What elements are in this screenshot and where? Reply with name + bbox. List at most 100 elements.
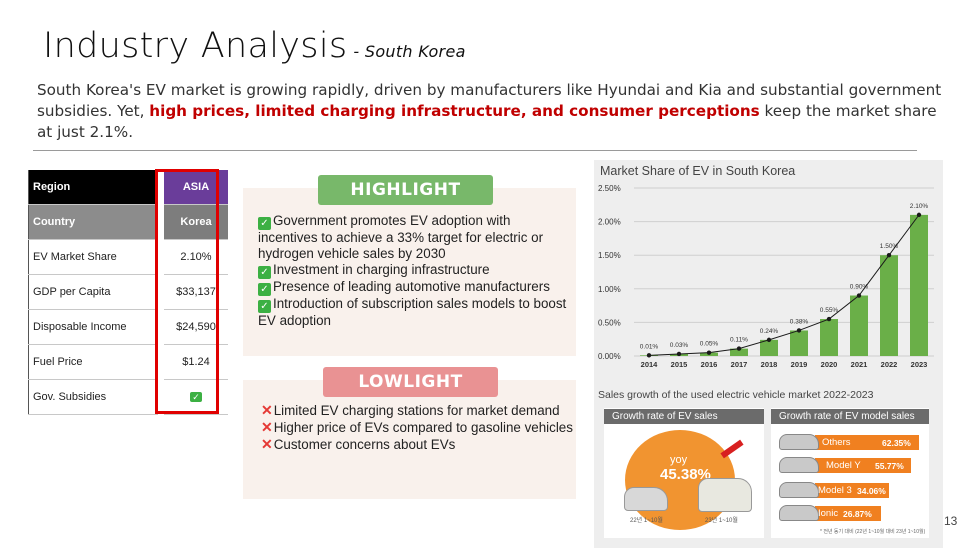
caption-right: 23년 1~10월 (705, 518, 738, 524)
check-icon: ✓ (258, 283, 271, 297)
data-label: 0.11% (730, 337, 748, 344)
lowlight-list: ✕Limited EV charging stations for market… (261, 402, 573, 454)
list-item: ✕Higher price of EVs compared to gasolin… (261, 419, 573, 436)
x-tick-label: 2021 (851, 360, 868, 369)
highlight-list: ✓ Government promotes EV adoption with in… (258, 213, 568, 330)
trend-point (646, 353, 652, 358)
sales-title: Sales growth of the used electric vehicl… (598, 389, 874, 401)
item-text: Presence of leading automotive manufactu… (273, 279, 550, 295)
title-text: Industry Analysis (43, 26, 348, 66)
model-bar (815, 458, 911, 473)
bar (760, 339, 778, 356)
caption-left: 22년 1~10월 (630, 518, 663, 524)
bar (730, 348, 748, 356)
cross-icon: ✕ (261, 419, 273, 436)
footnote: * 전년 동기 대비 (22년 1~10월 대비 23년 1~10월) (820, 529, 926, 535)
x-tick-label: 2022 (881, 360, 898, 369)
intro-text: South Korea's EV market is growing rapid… (37, 81, 942, 120)
item-text: Higher price of EVs compared to gasoline… (273, 420, 573, 436)
model-value: 26.87% (843, 509, 872, 519)
model-bar (815, 506, 881, 521)
trend-point (676, 351, 682, 357)
market-share-chart: 0.00% 0.50% 1.00% 1.50% 2.00% 2.50% 0.01% 2014 0… (598, 184, 934, 369)
x-tick-label: 2017 (731, 360, 748, 369)
y-tick-label: 1.00% (598, 285, 621, 294)
model-name: Model 3 (818, 485, 852, 496)
model-name: Others (822, 437, 851, 448)
trend-point (916, 212, 922, 218)
model-name: Ionic (818, 508, 839, 519)
chart-title: Market Share of EV in South Korea (600, 164, 796, 178)
intro-highlight: high prices, limited charging infrastruc… (149, 102, 760, 120)
item-text: Government promotes EV adoption with inc… (258, 213, 544, 262)
divider (33, 150, 917, 151)
model-bar (815, 483, 889, 498)
x-tick-label: 2016 (701, 360, 718, 369)
trend-point (856, 293, 862, 298)
x-tick-label: 2019 (791, 360, 808, 369)
list-item: ✓ Government promotes EV adoption with in… (258, 213, 568, 262)
data-label: 1.50% (880, 243, 899, 250)
country-table: Region ASIA Country Korea EV Market Share 2… (28, 170, 228, 415)
table-key: Gov. Subsidies (28, 379, 158, 415)
bar (820, 319, 838, 356)
list-item: ✓ Investment in charging infrastructure (258, 262, 568, 280)
trend-point (766, 337, 772, 343)
model-name: Model Y (826, 460, 861, 471)
y-tick-label: 0.50% (598, 318, 621, 327)
intro-paragraph: South Korea's EV market is growing rapid… (37, 80, 947, 143)
y-tick-label: 2.50% (598, 184, 621, 193)
model-value: 62.35% (882, 438, 911, 448)
data-label: 0.03% (670, 342, 689, 349)
y-tick-label: 2.00% (598, 218, 621, 227)
bar (910, 214, 928, 356)
intro-text-end: keep the market share at just 2.1%. (37, 102, 937, 141)
highlight-panel (243, 188, 576, 356)
data-label: 0.24% (760, 328, 779, 335)
x-tick-label: 2020 (821, 360, 838, 369)
trend-line (648, 214, 920, 356)
y-tick-label: 1.50% (598, 251, 621, 260)
check-icon: ✓ (258, 217, 271, 230)
table-key: EV Market Share (28, 239, 158, 275)
highlight-label: HIGHLIGHT (318, 175, 493, 205)
growth-box-header: Growth rate of EV sales (604, 409, 764, 424)
car-icon (779, 505, 819, 521)
x-tick-label: 2014 (641, 360, 659, 369)
data-label: 0.90% (850, 284, 869, 291)
trend-point (706, 350, 712, 355)
page-title: Industry Analysis - South Korea (43, 26, 466, 66)
check-icon: ✓ (258, 300, 271, 314)
car-icon (779, 434, 819, 450)
table-key: Country (28, 204, 158, 240)
bar (880, 255, 898, 356)
car-icon (698, 478, 752, 512)
car-icon (624, 487, 668, 511)
model-bar (815, 435, 919, 450)
list-item: ✓ Presence of leading automotive manufact… (258, 279, 568, 297)
model-value: 55.77% (875, 461, 904, 471)
item-text: Investment in charging infrastructure (273, 262, 490, 278)
table-key: Fuel Price (28, 344, 158, 380)
lowlight-label: LOWLIGHT (323, 367, 498, 397)
table-key: Disposable Income (28, 309, 158, 345)
yoy-value: 45.38% (660, 466, 711, 483)
check-icon: ✓ (190, 392, 202, 402)
model-value: 34.06% (857, 486, 886, 496)
y-tick-label: 0.00% (598, 352, 621, 361)
table-key: GDP per Capita (28, 274, 158, 310)
item-text: Introduction of subscription sales model… (258, 296, 567, 329)
data-label: 0.38% (790, 318, 809, 325)
yoy-label: yoy (670, 454, 688, 466)
list-item: ✓ Introduction of subscription sales mode… (258, 296, 568, 329)
list-item: ✕Limited EV charging stations for market… (261, 402, 573, 419)
table-row: Fuel Price $1.24 (28, 344, 228, 380)
data-label: 0.05% (700, 341, 719, 348)
check-icon: ✓ (258, 266, 271, 280)
data-label: 0.01% (640, 343, 659, 350)
x-tick-label: 2023 (911, 360, 928, 369)
lowlight-panel (243, 380, 576, 499)
item-text: Limited EV charging stations for market … (273, 403, 560, 418)
bar (850, 295, 868, 356)
trend-point (736, 346, 742, 351)
